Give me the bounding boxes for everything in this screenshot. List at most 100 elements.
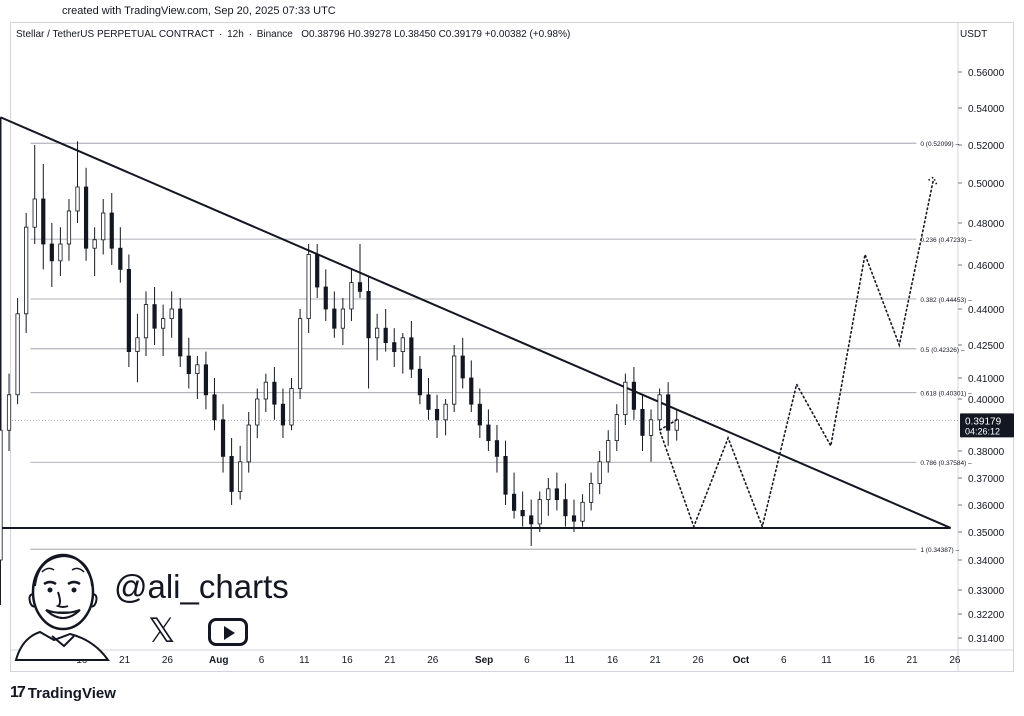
candle-body[interactable]: [220, 419, 226, 457]
candle-body[interactable]: [580, 501, 585, 522]
candle-body[interactable]: [66, 210, 72, 245]
candle-body[interactable]: [494, 440, 500, 457]
x-icon[interactable]: 𝕏: [148, 611, 176, 651]
candle-body[interactable]: [272, 381, 277, 405]
candle-body[interactable]: [109, 212, 114, 249]
candle-body[interactable]: [486, 424, 491, 442]
candle-body[interactable]: [143, 304, 149, 339]
candle-body[interactable]: [49, 243, 54, 262]
candle-body[interactable]: [409, 337, 414, 370]
candle-body[interactable]: [246, 424, 251, 463]
last-price-label: 0.39179: [965, 416, 1002, 427]
price-tick-label: 0.41000: [968, 374, 1005, 385]
tradingview-logo[interactable]: 17 TradingView: [10, 684, 116, 702]
fib-level-label: 0.236 (0.47233) –: [920, 237, 972, 244]
candle-body[interactable]: [340, 308, 345, 329]
candle-body[interactable]: [75, 186, 80, 212]
candle-body[interactable]: [503, 455, 508, 495]
candle-body[interactable]: [357, 282, 363, 292]
candle-body[interactable]: [126, 268, 131, 352]
candle-body[interactable]: [606, 440, 611, 463]
candle-body[interactable]: [280, 403, 286, 426]
candle-body[interactable]: [623, 381, 628, 416]
candle-body[interactable]: [238, 461, 243, 492]
candle-body[interactable]: [666, 394, 671, 431]
candle-body[interactable]: [563, 499, 568, 517]
candle-body[interactable]: [375, 327, 380, 339]
candle-body[interactable]: [0, 429, 3, 561]
candle-body[interactable]: [289, 388, 294, 426]
candle-body[interactable]: [315, 254, 320, 288]
candle-body[interactable]: [152, 304, 157, 329]
time-tick-label: 21: [650, 655, 662, 666]
candle-body[interactable]: [6, 394, 12, 431]
youtube-icon[interactable]: [208, 618, 248, 646]
candle-body[interactable]: [452, 355, 457, 405]
candle-body[interactable]: [229, 455, 234, 492]
candle-body[interactable]: [631, 381, 637, 410]
candle-body[interactable]: [92, 239, 97, 249]
candle-body[interactable]: [41, 198, 46, 245]
candle-body[interactable]: [118, 247, 123, 270]
candle-body[interactable]: [169, 308, 174, 320]
candle-body[interactable]: [597, 461, 602, 484]
candle-body[interactable]: [537, 499, 542, 525]
candle-body[interactable]: [15, 313, 20, 396]
candle-body[interactable]: [657, 394, 662, 421]
candle-body[interactable]: [546, 488, 551, 500]
triangle-resistance-line: [0, 116, 952, 529]
candle-body[interactable]: [195, 364, 200, 374]
candle-body[interactable]: [58, 243, 63, 262]
candle-body[interactable]: [161, 318, 166, 329]
candle-body[interactable]: [614, 414, 619, 442]
candle-body[interactable]: [101, 212, 106, 241]
candle-body[interactable]: [349, 282, 354, 310]
time-tick-label: 11: [821, 655, 832, 666]
candle-body[interactable]: [589, 482, 594, 503]
candle-body[interactable]: [520, 509, 525, 517]
tradingview-mark-icon: 17: [10, 684, 26, 701]
candle-body[interactable]: [571, 515, 577, 522]
candle-body[interactable]: [477, 403, 482, 426]
candle-body[interactable]: [469, 377, 474, 405]
candle-body[interactable]: [323, 286, 328, 310]
candle-body[interactable]: [392, 342, 397, 353]
candle-body[interactable]: [83, 186, 89, 249]
candle-body[interactable]: [24, 226, 29, 315]
candle-body[interactable]: [443, 403, 448, 421]
candle-body[interactable]: [332, 308, 337, 329]
candle-body[interactable]: [297, 318, 303, 389]
symbol-name[interactable]: Stellar / TetherUS PERPETUAL CONTRACT: [16, 29, 215, 40]
candle-body[interactable]: [255, 398, 260, 426]
fib-level-label: 1 (0.34387) –: [920, 547, 959, 554]
author-handle: @ali_charts: [114, 568, 289, 605]
candle-body[interactable]: [212, 394, 217, 421]
candle-body[interactable]: [383, 327, 388, 344]
candle-body[interactable]: [263, 381, 268, 400]
candle-body[interactable]: [640, 408, 645, 436]
candle-body[interactable]: [400, 337, 405, 352]
candle-body[interactable]: [135, 337, 140, 352]
candle-body[interactable]: [417, 368, 423, 396]
interval-label[interactable]: 12h: [227, 29, 244, 40]
candle-body[interactable]: [529, 515, 534, 525]
price-tick-label: 0.33000: [968, 586, 1005, 597]
candle-body[interactable]: [426, 394, 431, 410]
time-tick-label: 16: [342, 655, 354, 666]
candle-body[interactable]: [460, 355, 465, 379]
price-tick-label: 0.40000: [968, 395, 1005, 406]
candle-body[interactable]: [32, 198, 37, 228]
candle-body[interactable]: [306, 254, 311, 319]
candle-body[interactable]: [434, 408, 440, 421]
candle-body[interactable]: [554, 488, 559, 500]
candle-body[interactable]: [366, 290, 371, 339]
candle-body[interactable]: [203, 364, 209, 396]
candle-body[interactable]: [648, 419, 654, 436]
candle-body[interactable]: [186, 355, 191, 375]
candle-body[interactable]: [511, 493, 517, 511]
last-price-badge[interactable]: [960, 413, 1014, 438]
candle-body[interactable]: [178, 308, 183, 357]
currency-label[interactable]: USDT: [960, 29, 988, 40]
time-tick-label: 26: [693, 655, 705, 666]
